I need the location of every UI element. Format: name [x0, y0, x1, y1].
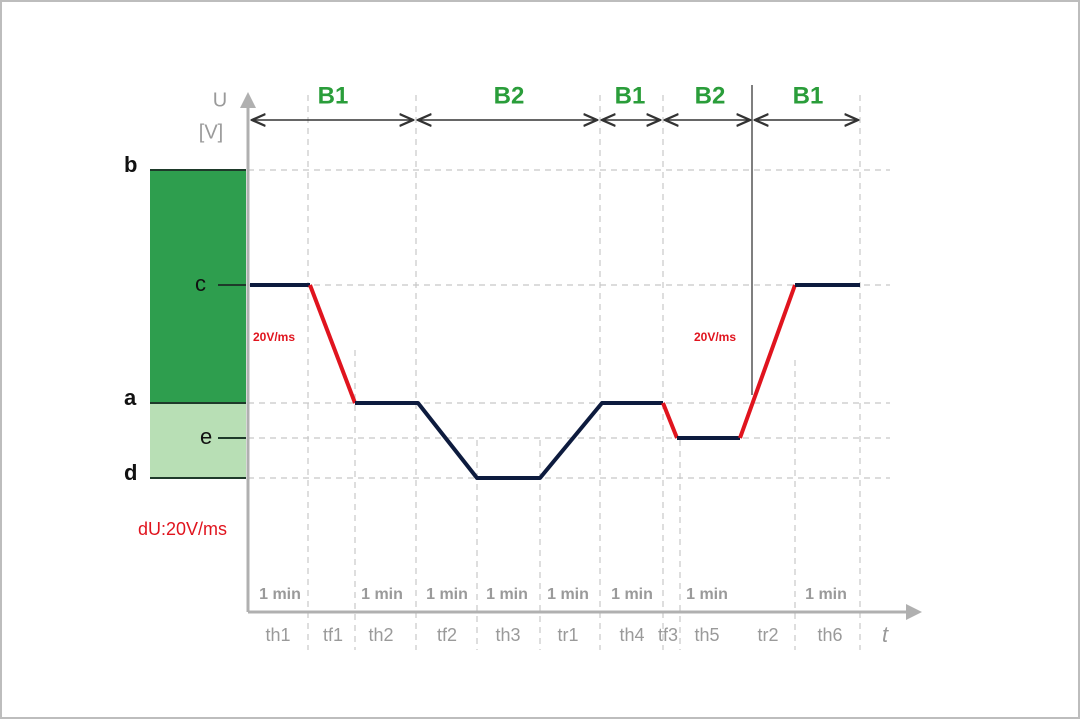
interval-label: tf3 — [658, 625, 678, 645]
slope-label: 20V/ms — [694, 330, 736, 344]
interval-label: tf2 — [437, 625, 457, 645]
interval-label: th6 — [817, 625, 842, 645]
interval-label: tr2 — [757, 625, 778, 645]
interval-label: tr1 — [557, 625, 578, 645]
interval-label: tf1 — [323, 625, 343, 645]
phase-label: B2 — [695, 82, 726, 109]
duration-label: 1 min — [547, 586, 589, 603]
duration-label: 1 min — [486, 586, 528, 603]
signal — [250, 283, 860, 480]
level-label: c — [195, 271, 206, 296]
phase-label: B1 — [318, 82, 349, 109]
duration-label: 1 min — [686, 586, 728, 603]
duration-label: 1 min — [426, 586, 468, 603]
band-edges — [150, 169, 246, 479]
y-unit: [V] — [199, 121, 223, 143]
slope-label: 20V/ms — [253, 330, 295, 344]
interval-label: th4 — [619, 625, 644, 645]
axes — [240, 92, 922, 620]
band-upper — [150, 170, 246, 403]
duration-label: 1 min — [259, 586, 301, 603]
band-lower — [150, 403, 246, 478]
duration-label: 1 min — [611, 586, 653, 603]
phase-label: B2 — [494, 82, 525, 109]
level-label: b — [124, 152, 137, 177]
x-label: t — [882, 622, 889, 647]
level-label: e — [200, 424, 212, 449]
interval-label: th2 — [368, 625, 393, 645]
y-label: U — [213, 89, 227, 111]
level-label: a — [124, 385, 137, 410]
phase-label: B1 — [615, 82, 646, 109]
interval-label: th1 — [265, 625, 290, 645]
interval-label: th3 — [495, 625, 520, 645]
note: dU:20V/ms — [138, 519, 227, 539]
level-label: d — [124, 460, 137, 485]
duration-label: 1 min — [805, 586, 847, 603]
duration-label: 1 min — [361, 586, 403, 603]
interval-label: th5 — [694, 625, 719, 645]
phase-label: B1 — [793, 82, 824, 109]
